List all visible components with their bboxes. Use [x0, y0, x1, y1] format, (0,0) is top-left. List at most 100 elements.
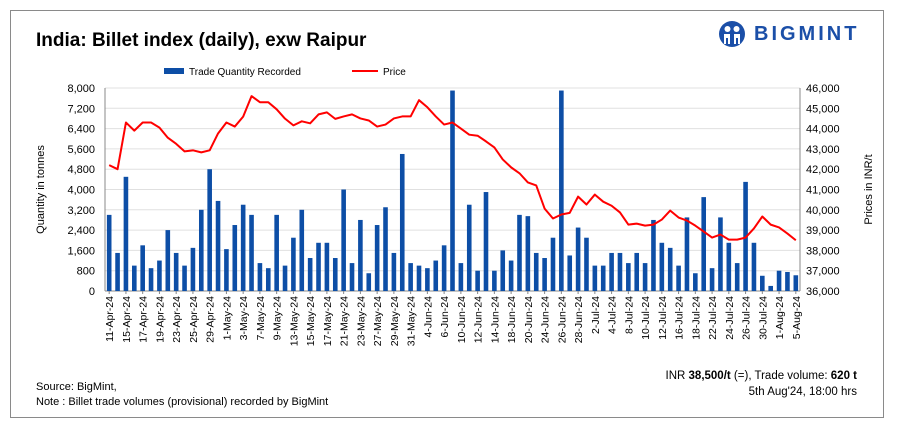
- quantity-bar: [542, 258, 547, 291]
- x-tick-label: 18-Jul-24: [690, 296, 702, 340]
- y2-tick-label: 37,000: [806, 266, 840, 278]
- quantity-bar: [634, 252, 640, 291]
- quantity-bar: [240, 204, 246, 291]
- quantity-bar: [659, 242, 665, 291]
- x-tick-label: 10-Jun-24: [456, 296, 468, 343]
- quantity-bar: [232, 225, 238, 291]
- quantity-bar: [249, 214, 254, 291]
- quantity-bar: [274, 214, 279, 291]
- quantity-bar: [299, 209, 305, 291]
- quantity-bar: [617, 252, 623, 291]
- quantity-bar: [626, 263, 631, 291]
- quantity-bar: [592, 265, 598, 291]
- quantity-bar: [785, 271, 790, 291]
- quantity-bar: [508, 260, 514, 291]
- stamp-datetime: 5th Aug'24, 18:00 hrs: [748, 386, 857, 398]
- quantity-bar: [207, 169, 212, 291]
- quantity-bar: [165, 230, 171, 291]
- quantity-bar: [115, 252, 120, 291]
- latest-volume: 620 t: [830, 370, 857, 382]
- quantity-bar: [399, 153, 405, 291]
- quantity-bar: [332, 258, 338, 291]
- quantity-bar: [693, 273, 698, 291]
- bigmint-logo-icon: [719, 21, 745, 47]
- chart-title: India: Billet index (daily), exw Raipur: [36, 30, 367, 51]
- price-line: [108, 95, 797, 242]
- y-tick-label: 3,200: [67, 205, 95, 217]
- quantity-bar: [190, 247, 196, 291]
- y2-axis-title: Prices in INR/t: [863, 154, 875, 224]
- x-tick-label: 27-May-24: [372, 296, 384, 346]
- quantity-bar: [291, 237, 296, 291]
- y2-tick-label: 46,000: [806, 83, 840, 95]
- y2-tick-label: 44,000: [806, 124, 840, 136]
- quantity-bar: [709, 268, 715, 291]
- y-tick-label: 2,400: [67, 225, 95, 237]
- x-tick-label: 16-Jul-24: [674, 296, 686, 340]
- quantity-bar: [517, 214, 522, 291]
- x-tick-label: 25-Apr-24: [188, 296, 200, 343]
- y-tick-label: 8,000: [67, 83, 95, 95]
- quantity-bar: [466, 204, 472, 291]
- x-tick-label: 23-Apr-24: [171, 296, 183, 343]
- quantity-bar: [525, 216, 531, 291]
- bigmint-logo: BIGMINT: [718, 20, 859, 48]
- x-tick-label: 15-May-24: [305, 296, 317, 346]
- quantity-bar: [341, 189, 346, 291]
- quantity-bar: [776, 270, 782, 291]
- quantity-bar: [718, 217, 723, 291]
- x-tick-label: 20-Jun-24: [523, 296, 535, 343]
- quantity-bar: [760, 275, 765, 291]
- quantity-bar: [651, 219, 656, 291]
- quantity-bar: [140, 245, 145, 291]
- x-tick-label: 29-Apr-24: [205, 296, 217, 343]
- quantity-bar: [408, 263, 413, 291]
- x-tick-label: 21-May-24: [339, 296, 351, 346]
- x-tick-label: 6-Jun-24: [439, 296, 451, 338]
- y-tick-label: 4,000: [67, 185, 95, 197]
- quantity-bar: [600, 265, 606, 291]
- legend-bar-swatch: [164, 68, 184, 74]
- x-tick-label: 7-May-24: [255, 296, 267, 341]
- quantity-bar: [450, 90, 455, 291]
- quantity-bar: [425, 268, 430, 291]
- x-tick-label: 13-May-24: [288, 296, 300, 346]
- y-tick-label: 0: [89, 286, 95, 298]
- x-tick-label: 2-Jul-24: [590, 296, 602, 334]
- quantity-bar: [793, 275, 799, 291]
- quantity-bar: [500, 250, 506, 291]
- y-axis-title: Quantity in tonnes: [35, 145, 47, 234]
- quantity-bar: [667, 247, 673, 291]
- volume-label: , Trade volume:: [748, 370, 831, 382]
- y2-tick-label: 42,000: [806, 164, 840, 176]
- y-tick-label: 5,600: [67, 144, 95, 156]
- y-tick-label: 7,200: [67, 103, 95, 115]
- x-tick-label: 24-Jul-24: [724, 296, 736, 340]
- quantity-bar: [684, 217, 690, 291]
- y2-tick-label: 45,000: [806, 103, 840, 115]
- quantity-bar: [567, 255, 573, 291]
- brand-name: BIGMINT: [754, 22, 860, 45]
- x-tick-label: 9-May-24: [272, 296, 284, 341]
- x-tick-label: 22-Jul-24: [707, 296, 719, 340]
- x-tick-label: 5-Aug-24: [791, 296, 803, 339]
- x-tick-label: 17-Apr-24: [138, 296, 150, 343]
- quantity-bar: [307, 258, 313, 291]
- quantity-bar: [751, 242, 757, 291]
- quantity-bar: [391, 252, 397, 291]
- quantity-bar: [768, 285, 773, 291]
- quantity-bar: [492, 270, 497, 291]
- y-tick-label: 4,800: [67, 164, 95, 176]
- x-tick-label: 15-Apr-24: [121, 296, 133, 343]
- x-tick-label: 12-Jul-24: [657, 296, 669, 340]
- x-tick-label: 29-May-24: [389, 296, 401, 346]
- quantity-bar: [383, 207, 388, 291]
- quantity-bar: [198, 209, 204, 291]
- quantity-bar: [441, 245, 447, 291]
- quantity-bar: [257, 263, 263, 291]
- y2-tick-label: 43,000: [806, 144, 840, 156]
- quantity-bar: [123, 176, 129, 291]
- x-tick-label: 4-Jun-24: [422, 296, 434, 338]
- x-tick-label: 11-Apr-24: [104, 296, 116, 342]
- x-tick-label: 1-Aug-24: [774, 296, 786, 339]
